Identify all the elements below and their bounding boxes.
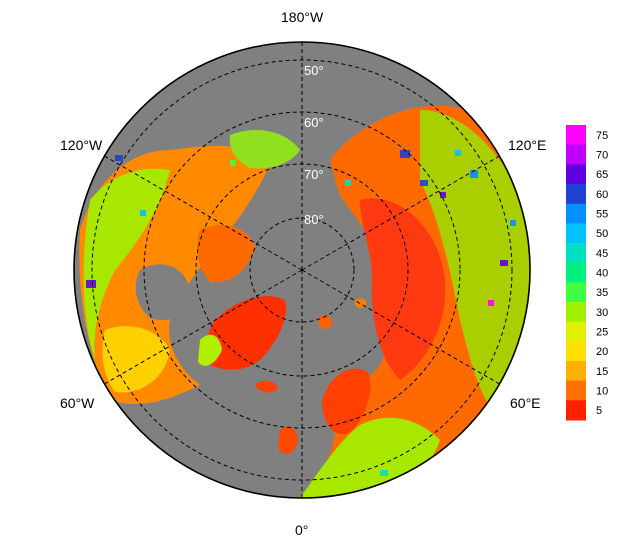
legend-tick-label: 30 (596, 307, 608, 319)
greenland-coast (198, 334, 222, 366)
lon-label-0: 0° (295, 522, 308, 538)
legend-tick-label: 40 (596, 268, 608, 280)
lon-label-60e: 60°E (510, 395, 541, 411)
lon-label-120e: 120°E (508, 137, 546, 153)
lon-label-180w: 180°W (281, 9, 324, 25)
canada-west (83, 168, 170, 360)
legend-swatch (566, 302, 586, 323)
svalbard (318, 315, 333, 330)
lat-label-50: 50° (304, 63, 324, 78)
legend-tick-label: 5 (596, 405, 602, 417)
legend-tick-label: 55 (596, 209, 608, 221)
legend-tick-label: 15 (596, 366, 608, 378)
legend-tick-label: 60 (596, 189, 608, 201)
greenland (206, 296, 286, 370)
legend-swatch (566, 243, 586, 264)
hudson-bay (135, 264, 190, 321)
legend-tick-label: 75 (596, 130, 608, 142)
latitude-circles (91, 59, 513, 481)
legend-swatch (566, 262, 586, 283)
lat-label-70: 70° (304, 167, 324, 182)
legend-tick-label: 20 (596, 346, 608, 358)
lat-label-80: 80° (304, 212, 324, 227)
legend-swatch (566, 184, 586, 205)
alaska (229, 130, 300, 169)
land-layer (79, 42, 530, 498)
legend-swatch (566, 223, 586, 244)
legend-tick-label: 45 (596, 248, 608, 260)
map-boundary (73, 41, 531, 499)
eurasia-east-band (420, 110, 530, 420)
legend-swatch (566, 361, 586, 382)
legend-swatch (566, 341, 586, 362)
legend-swatch (566, 203, 586, 224)
lon-label-60w: 60°W (60, 395, 95, 411)
siberia-center (360, 198, 446, 380)
legend-tick-label: 50 (596, 228, 608, 240)
iceland (255, 380, 278, 393)
legend-tick-label: 10 (596, 386, 608, 398)
data-specks (86, 150, 516, 476)
legend-swatch (566, 321, 586, 342)
legend-swatch (566, 282, 586, 303)
legend-swatch (566, 380, 586, 401)
longitude-lines (104, 42, 500, 498)
lat-label-60: 60° (304, 115, 324, 130)
arctic-archipelago (197, 225, 255, 283)
british-isles (278, 426, 298, 454)
legend-tick-label: 25 (596, 327, 608, 339)
legend-swatch (566, 164, 586, 185)
legend-swatch (566, 125, 586, 146)
color-legend: 75 70 65 60 55 50 45 40 35 30 25 20 15 10 5 (566, 125, 608, 421)
lon-label-120w: 120°W (60, 137, 103, 153)
legend-swatch (566, 144, 586, 165)
legend-swatch (566, 400, 586, 421)
legend-tick-label: 35 (596, 287, 608, 299)
legend-tick-label: 65 (596, 169, 608, 181)
legend-tick-label: 70 (596, 150, 608, 162)
